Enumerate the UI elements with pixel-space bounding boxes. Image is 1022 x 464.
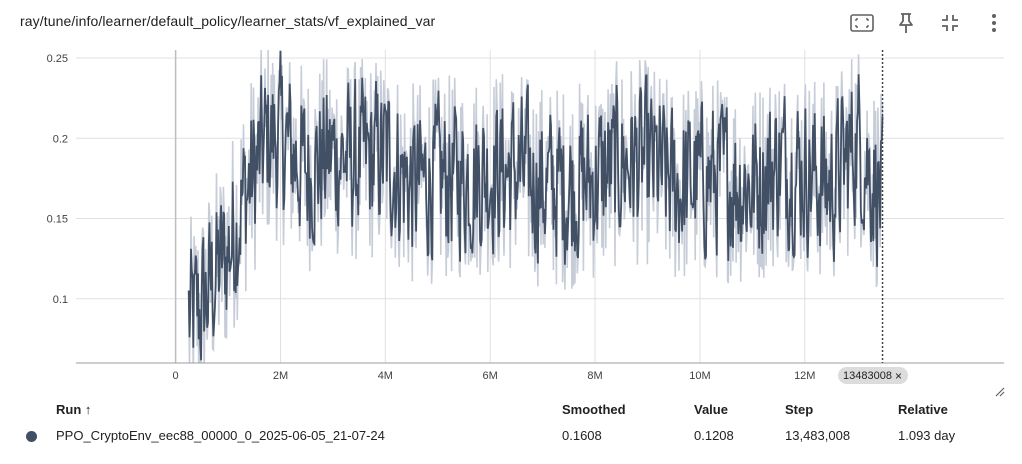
chart-series — [187, 50, 884, 363]
x-tick-label: 2M — [273, 370, 288, 382]
y-tick-label: 0.2 — [53, 133, 68, 145]
x-tick-label: 10M — [689, 370, 710, 382]
pin-icon — [896, 12, 916, 34]
chart-toolbar — [844, 8, 1012, 38]
raw-value: 0.1208 — [694, 427, 734, 443]
runs-table-header: Run ↑ Smoothed Value Step Relative — [18, 398, 998, 420]
relative-column-header[interactable]: Relative — [898, 401, 948, 417]
step-value: 13,483,008 — [785, 427, 851, 443]
smoothed-column-header[interactable]: Smoothed — [562, 401, 626, 417]
run-color-dot — [26, 430, 37, 442]
x-tick-label: 12M — [794, 370, 815, 382]
value-column-header[interactable]: Value — [694, 401, 728, 417]
step-column-header[interactable]: Step — [785, 401, 814, 417]
collapse-button[interactable] — [932, 8, 968, 38]
close-icon[interactable]: × — [894, 368, 902, 383]
y-tick-label: 0.25 — [47, 53, 68, 65]
table-row: PPO_CryptoEnv_eec88_00000_0_2025-06-05_2… — [18, 420, 998, 450]
pin-button[interactable] — [888, 8, 924, 38]
x-tick-label: 4M — [378, 370, 393, 382]
run-column-header[interactable]: Run ↑ — [56, 401, 92, 417]
series-smoothed-line — [187, 50, 884, 361]
more-options-button[interactable] — [976, 8, 1012, 38]
runs-table: Run ↑ Smoothed Value Step Relative PPO_C… — [18, 398, 998, 450]
x-tick-label: 8M — [587, 370, 602, 382]
fit-to-domain-button[interactable] — [844, 8, 880, 38]
relative-time: 1.093 day — [898, 427, 956, 443]
x-tick-label: 6M — [483, 370, 498, 382]
chart-axes: 0.1 0.15 0.2 0.25 0 2M 4M 6M 8M 10M 12M — [47, 50, 1004, 382]
resize-handle-icon[interactable] — [995, 384, 1005, 402]
cursor-step-badge: 13483008 × — [838, 367, 908, 384]
chart-title: ray/tune/info/learner/default_policy/lea… — [20, 13, 436, 29]
more-vert-icon — [991, 13, 997, 33]
x-tick-label: 0 — [173, 370, 179, 382]
run-name: PPO_CryptoEnv_eec88_00000_0_2025-06-05_2… — [56, 427, 385, 443]
smoothed-value: 0.1608 — [562, 427, 602, 443]
chart-plot[interactable]: 0.1 0.15 0.2 0.25 0 2M 4M 6M 8M 10M 12M — [0, 0, 1022, 400]
cursor-step-label: 13483008 — [843, 369, 892, 382]
y-tick-label: 0.1 — [53, 294, 68, 306]
fit-to-domain-icon — [850, 13, 874, 33]
collapse-icon — [940, 13, 960, 33]
y-tick-label: 0.15 — [47, 214, 68, 226]
